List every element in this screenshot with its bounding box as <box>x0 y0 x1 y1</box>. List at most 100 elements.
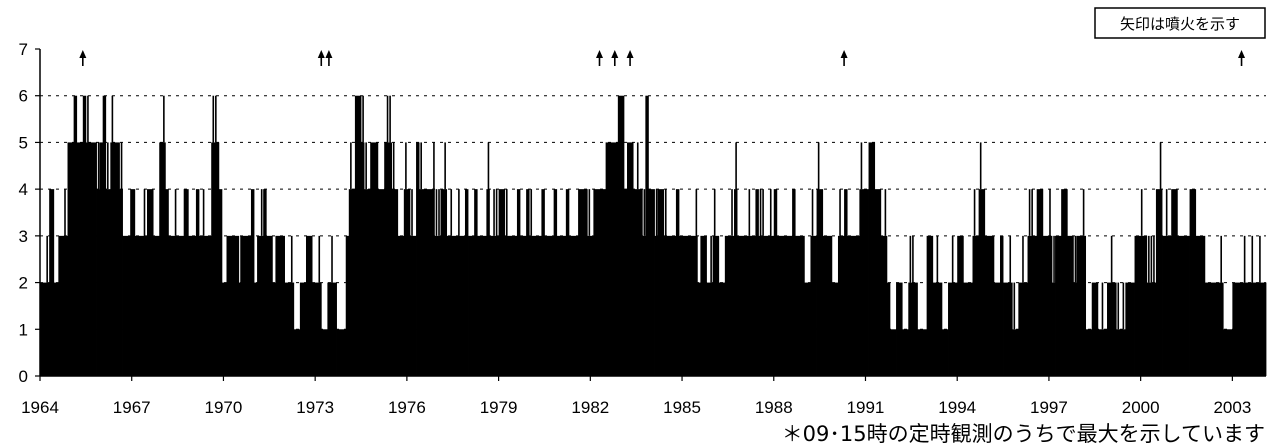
bar-spike <box>695 189 698 236</box>
bar-spike <box>386 95 389 143</box>
bar <box>587 235 594 376</box>
bar <box>1051 282 1056 376</box>
bar <box>908 282 918 376</box>
bar <box>504 235 518 376</box>
bar <box>195 189 200 376</box>
arrow-head <box>840 50 848 58</box>
bar <box>416 142 420 376</box>
bar <box>520 235 527 376</box>
x-tick-label: 2003 <box>1213 398 1251 417</box>
bar-spike <box>350 142 352 190</box>
bar <box>578 189 588 376</box>
bar <box>272 282 276 376</box>
bar <box>1107 282 1117 376</box>
bar <box>165 189 169 376</box>
bar <box>1042 235 1053 376</box>
bar-spike <box>636 142 639 190</box>
bar <box>804 282 811 376</box>
bar <box>477 235 487 376</box>
bar-spike <box>392 142 395 190</box>
bar <box>948 282 958 376</box>
bar <box>556 235 567 376</box>
bar <box>159 142 166 376</box>
bar-spike <box>212 95 215 143</box>
bar <box>593 189 607 376</box>
bars <box>40 95 1267 376</box>
bar-spike <box>1028 189 1031 236</box>
bar <box>874 189 882 376</box>
bar <box>58 235 64 376</box>
x-tick-label: 1970 <box>205 398 243 417</box>
bar <box>737 235 756 376</box>
bar-spike <box>748 189 751 236</box>
bar-spike <box>979 142 982 190</box>
bar <box>211 142 220 376</box>
bar <box>1134 235 1148 376</box>
bar <box>889 329 897 376</box>
bar-spike <box>1074 235 1077 283</box>
bar <box>868 142 876 376</box>
x-tick-label: 1967 <box>113 398 151 417</box>
bar-spike <box>384 142 386 190</box>
bar-spike <box>163 95 165 143</box>
bar-spike <box>1053 235 1055 283</box>
bar <box>678 235 698 376</box>
bar-spike <box>973 189 976 236</box>
bar <box>99 142 104 376</box>
bar <box>984 235 995 376</box>
x-tick-label: 1982 <box>571 398 609 417</box>
eruption-arrow <box>840 50 848 66</box>
bar <box>1146 282 1157 376</box>
legend-box: 矢印は噴火を示す <box>1094 7 1266 39</box>
bar-spike <box>111 95 114 143</box>
bar <box>486 189 490 376</box>
bar <box>978 189 986 376</box>
bar <box>633 189 643 376</box>
bar <box>822 235 833 376</box>
bar <box>440 189 448 376</box>
bar <box>1003 282 1013 376</box>
bar-spike <box>1110 235 1113 283</box>
bar-spike <box>655 189 658 236</box>
bar <box>755 189 759 376</box>
footnote: ＊09･15時の定時観測のうちで最大を示しています <box>782 422 1265 446</box>
bar-spike <box>1150 235 1153 283</box>
bar <box>706 282 714 376</box>
bar <box>53 282 59 376</box>
bar <box>758 235 775 376</box>
bar <box>266 235 273 376</box>
bar <box>675 189 680 376</box>
axes <box>35 48 1266 381</box>
bar-spike <box>1013 282 1016 330</box>
bar-spike <box>769 189 772 236</box>
arrow-head <box>595 50 603 58</box>
bar <box>1125 282 1135 376</box>
bar <box>102 95 107 376</box>
bar <box>902 329 909 376</box>
x-tick-label: 1979 <box>480 398 518 417</box>
bar <box>645 95 649 376</box>
eruption-arrow <box>595 50 603 66</box>
bar <box>776 235 793 376</box>
bar <box>847 235 860 376</box>
bar <box>403 189 411 376</box>
bar <box>409 235 417 376</box>
bar <box>168 235 185 376</box>
bar-spike <box>215 95 217 143</box>
bar-spike <box>1165 189 1168 236</box>
bar <box>1085 329 1093 376</box>
bar <box>516 189 521 376</box>
bar <box>734 189 738 376</box>
bar <box>49 189 55 376</box>
bar <box>654 235 658 376</box>
bar <box>773 189 778 376</box>
bar-spike <box>1117 282 1120 330</box>
bar-spike <box>420 142 422 190</box>
bar <box>697 282 701 376</box>
bar-spike <box>710 235 712 283</box>
bar-spike <box>1101 282 1104 330</box>
bar-spike <box>713 189 716 236</box>
bar-spike <box>1220 235 1222 283</box>
bar <box>419 189 435 376</box>
bar <box>1177 235 1190 376</box>
